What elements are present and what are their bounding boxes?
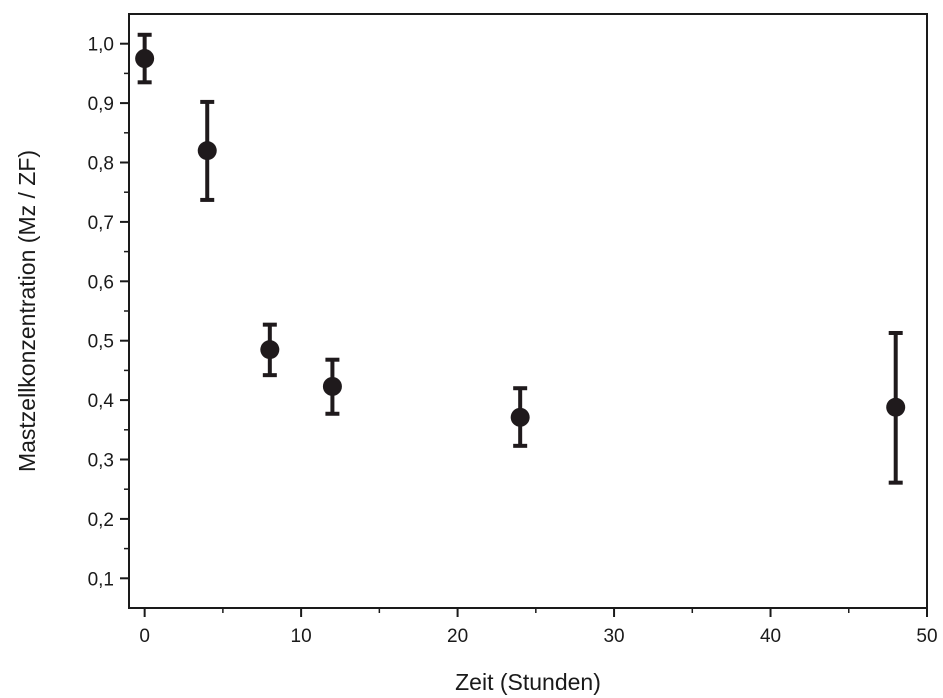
tick-labels: 0 10 20 30 40 50 0,1 0,2 0,3 0,4 0,5 0,6 0,7 0,8 0,9 1,… (88, 35, 938, 647)
x-tick-label: 0 (139, 626, 150, 647)
x-tick-label: 10 (291, 626, 312, 647)
data-points (135, 49, 906, 427)
y-tick-label: 0,5 (88, 332, 114, 353)
y-tick-label: 0,1 (88, 569, 114, 590)
x-tick-label: 30 (603, 626, 624, 647)
data-point (197, 141, 217, 161)
x-tick-label: 40 (760, 626, 781, 647)
y-tick-label: 0,7 (88, 213, 114, 234)
data-point (260, 340, 280, 360)
x-tick-label: 20 (447, 626, 468, 647)
data-point (886, 397, 906, 417)
x-axis-title: Zeit (Stunden) (455, 669, 601, 695)
y-tick-label: 0,4 (88, 391, 115, 412)
y-tick-label: 0,3 (88, 451, 114, 472)
y-axis-title: Mastzellkonzentration (Mz / ZF) (14, 150, 40, 472)
plot-frame (128, 13, 928, 609)
y-tick-label: 0,9 (88, 94, 114, 115)
y-tick-label: 1,0 (88, 35, 114, 56)
y-tick-label: 0,8 (88, 154, 114, 175)
x-tick-label: 50 (916, 626, 937, 647)
y-tick-label: 0,2 (88, 510, 114, 531)
y-tick-label: 0,6 (88, 272, 114, 293)
data-point (135, 49, 155, 69)
data-point (322, 376, 342, 396)
data-point (510, 407, 530, 427)
axis-ticks (120, 42, 928, 617)
